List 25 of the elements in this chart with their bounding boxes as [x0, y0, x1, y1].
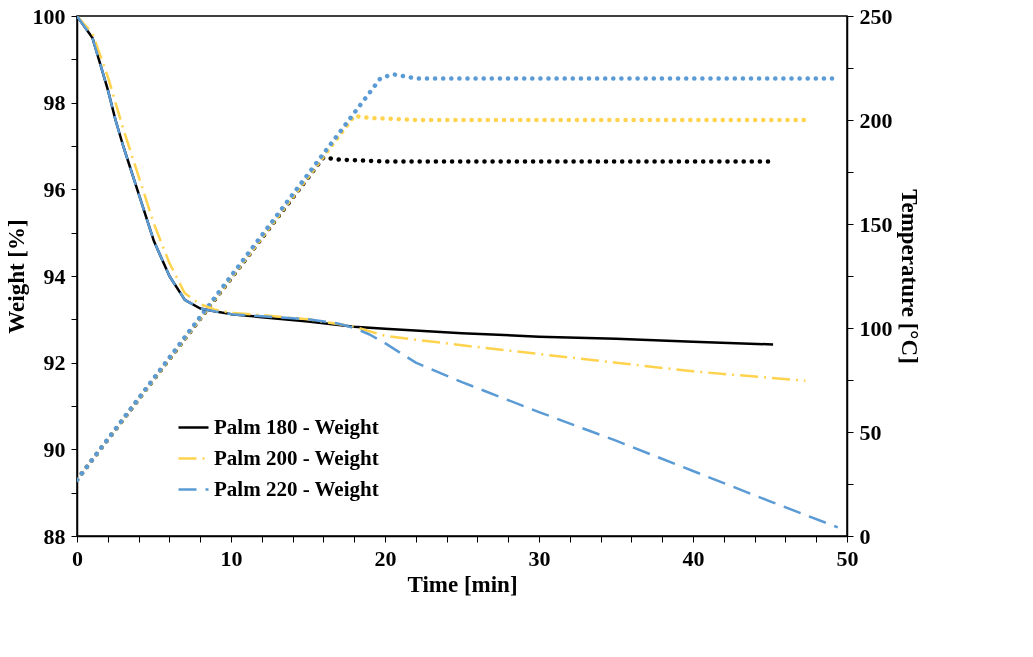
y2-tick-label: 150 — [859, 211, 893, 237]
y2-tick-label: 0 — [859, 523, 871, 549]
y2-tick-label: 50 — [859, 419, 882, 445]
y2-tick-label: 250 — [859, 3, 893, 29]
x-tick-label: 10 — [220, 545, 243, 571]
x-tick-label: 40 — [682, 545, 705, 571]
y-tick-label: 92 — [43, 350, 66, 376]
y2-tick-label: 100 — [859, 315, 893, 341]
legend-label: Palm 220 - Weight — [214, 476, 379, 501]
y-tick-label: 98 — [43, 90, 66, 116]
x-tick-label: 0 — [72, 545, 83, 571]
y-axis-title: Weight [%] — [3, 219, 29, 334]
y-tick-label: 94 — [43, 263, 66, 289]
y-tick-label: 88 — [43, 523, 66, 549]
x-tick-label: 20 — [374, 545, 397, 571]
x-tick-label: 30 — [528, 545, 551, 571]
y-tick-label: 100 — [32, 3, 66, 29]
x-tick-label: 50 — [836, 545, 859, 571]
legend-label: Palm 180 - Weight — [214, 414, 379, 439]
y2-axis-title: Temperature [°C] — [896, 189, 922, 364]
y-tick-label: 90 — [43, 436, 66, 462]
y-tick-label: 96 — [43, 176, 66, 202]
y2-tick-label: 200 — [859, 107, 893, 133]
x-axis-title: Time [min] — [407, 571, 518, 597]
legend-label: Palm 200 - Weight — [214, 445, 379, 470]
